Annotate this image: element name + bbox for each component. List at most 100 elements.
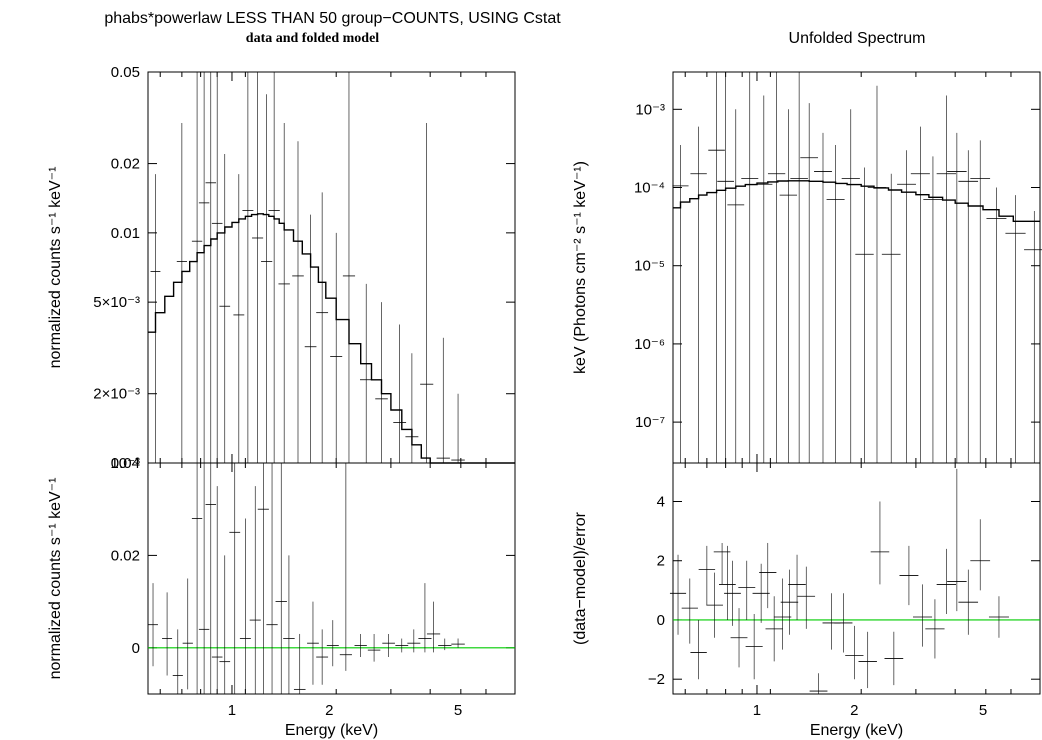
data-point	[1024, 211, 1042, 463]
data-point	[426, 601, 441, 653]
data-point	[730, 608, 748, 668]
folded-model-line	[148, 213, 515, 464]
right-panel-title: Unfolded Spectrum	[788, 30, 926, 47]
data-point	[855, 167, 874, 463]
data-point	[706, 572, 723, 638]
data-point	[690, 126, 707, 463]
data-point	[191, 463, 203, 694]
x-tick-label: 2	[850, 702, 858, 719]
plot-frame	[147, 71, 516, 464]
left-panel-title: data and folded model	[245, 31, 380, 46]
data-point	[724, 560, 741, 626]
right-residual-panel: 4 2 0 −2 1 2 5 Energy (keV) (data−model)/error	[572, 462, 1041, 739]
data-point	[717, 72, 734, 463]
data-point	[779, 109, 798, 463]
x-tick-label: 5	[979, 702, 987, 719]
data-point	[342, 72, 356, 463]
data-point	[713, 542, 731, 585]
data-point	[669, 554, 687, 635]
data-point	[407, 629, 421, 653]
y-tick-label: 10⁻³	[635, 101, 665, 118]
data-point	[219, 154, 231, 463]
data-point	[936, 548, 957, 615]
unfolded-spectrum-panel: 10⁻³ 10⁻⁴ 10⁻⁵ 10⁻⁶ 10⁻⁷ keV (Photons cm⁻² s⁻…	[572, 71, 1042, 464]
y-tick-label: 0	[657, 612, 665, 629]
data-point	[316, 629, 329, 685]
data-point	[947, 468, 967, 612]
data-point	[354, 633, 367, 658]
data-point	[826, 144, 845, 463]
y-tick-label: 2	[657, 553, 665, 570]
left-residual-panel: 0.04 0.02 0 1 2 5 Energy (keV) normalized count…	[47, 455, 516, 739]
data-point	[304, 214, 317, 463]
data-point	[420, 123, 434, 463]
data-and-folded-model-panel: 0.05 0.02 0.01 5×10⁻³ 2×10⁻³ 10⁻³ normalized c…	[47, 64, 516, 472]
data-point	[162, 592, 173, 676]
data-point	[176, 123, 187, 463]
data-point	[797, 566, 816, 629]
data-point	[727, 109, 745, 463]
data-point	[899, 545, 919, 606]
plot-frame	[147, 462, 516, 695]
data-point	[211, 72, 223, 463]
y-tick-label: −2	[648, 671, 665, 688]
data-point	[293, 633, 306, 694]
data-point	[681, 578, 698, 644]
data-point	[708, 72, 725, 463]
data-point	[451, 393, 465, 463]
x-tick-label: 1	[228, 702, 236, 719]
data-point	[278, 123, 290, 463]
data-point	[249, 486, 261, 694]
data-point	[870, 501, 890, 585]
y-tick-label: 2×10⁻³	[93, 386, 140, 403]
data-point	[198, 463, 210, 694]
x-tick-label: 2	[325, 702, 333, 719]
data-point	[405, 353, 419, 463]
data-point	[958, 150, 979, 463]
x-tick-label: 1	[753, 702, 761, 719]
data-point	[268, 72, 280, 463]
y-axis-label: keV (Photons cm⁻² s⁻¹ keV⁻¹)	[572, 161, 589, 374]
data-point	[275, 463, 287, 694]
data-point	[858, 631, 877, 689]
data-point	[375, 302, 388, 463]
y-tick-label: 0.05	[111, 64, 140, 81]
data-point	[219, 555, 231, 694]
data-point	[958, 569, 979, 635]
data-point	[283, 555, 295, 694]
data-point	[150, 174, 161, 463]
plot-frame	[672, 462, 1041, 695]
data-point	[233, 174, 245, 463]
data-point	[834, 593, 853, 653]
data-point	[438, 638, 452, 651]
data-point	[191, 72, 203, 463]
data-point	[765, 596, 783, 662]
data-point	[841, 109, 860, 463]
data-point	[913, 584, 933, 647]
x-axis-label: Energy (keV)	[810, 722, 903, 739]
y-axis-label: normalized counts s⁻¹ keV⁻¹	[47, 167, 64, 369]
data-point	[867, 85, 887, 463]
data-point	[755, 95, 773, 463]
data-point	[690, 619, 707, 680]
data-point	[738, 560, 756, 620]
data-point	[881, 173, 901, 463]
data-point	[970, 519, 991, 591]
data-point	[211, 486, 223, 694]
data-point	[418, 583, 432, 653]
data-point	[326, 620, 339, 667]
data-point	[800, 103, 819, 463]
data-point	[790, 72, 808, 463]
data-point	[242, 72, 254, 463]
data-point	[773, 578, 792, 650]
y-tick-label: 0.01	[111, 225, 140, 242]
data-point	[1005, 195, 1026, 463]
data-point	[752, 563, 770, 623]
y-tick-label: 0.02	[111, 547, 140, 564]
data-point	[672, 144, 689, 463]
data-point	[884, 631, 904, 686]
data-point	[759, 542, 777, 609]
y-tick-label: 10⁻⁵	[634, 258, 665, 275]
y-tick-label: 10⁻⁶	[634, 336, 665, 353]
